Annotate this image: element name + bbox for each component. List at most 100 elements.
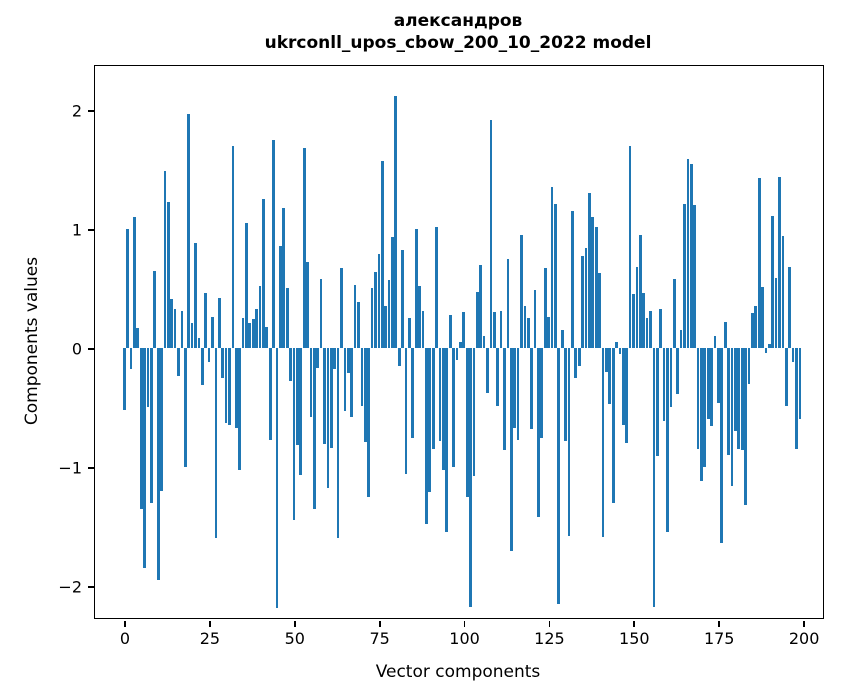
bar-component-171 [703,347,707,467]
bar-component-11 [160,347,163,491]
x-axis-label: Vector components [375,662,541,682]
bar-component-48 [285,288,289,348]
bar-component-63 [336,347,340,539]
bar-component-44 [272,139,275,348]
bar-component-67 [350,347,354,417]
bar-component-14 [170,299,174,348]
bar-component-191 [771,215,775,348]
chart-title-line2: ukrconll_upos_cbow_200_10_2022 model [264,33,652,53]
bar-component-188 [761,287,764,348]
bar-component-99 [459,342,462,348]
x-tick-label: 0 [119,628,131,648]
y-tick-label: −1 [58,458,82,478]
bar-component-17 [180,311,184,348]
bar-component-58 [319,278,323,348]
bar-component-41 [262,199,265,348]
bar-component-9 [153,270,157,348]
x-tick-mark [463,620,466,627]
bar-component-16 [177,347,180,377]
bar-component-128 [557,347,561,604]
x-tick-label: 150 [619,628,650,648]
bar-component-142 [605,347,608,372]
bar-component-70 [360,347,364,407]
bar-component-10 [156,347,160,580]
bar-component-89 [425,347,428,524]
bar-component-151 [635,267,639,348]
bar-component-140 [598,273,601,348]
bar-component-81 [397,347,401,366]
bar-component-78 [387,280,391,348]
bar-component-146 [618,347,622,354]
bar-component-37 [248,322,252,348]
bar-component-30 [224,347,228,423]
bar-component-33 [234,347,238,428]
bar-component-168 [693,205,696,348]
x-tick-mark [718,620,721,627]
bar-component-109 [492,312,496,348]
bar-component-54 [306,262,309,348]
bar-component-40 [258,286,262,348]
bar-component-82 [401,250,404,348]
bar-component-65 [343,347,347,411]
bar-component-18 [183,347,187,467]
bar-component-116 [516,347,520,440]
bar-component-34 [238,347,241,471]
bar-component-3 [133,217,136,348]
bar-component-131 [567,347,571,536]
bar-component-138 [591,217,595,348]
bar-component-88 [421,311,425,348]
bar-component-2 [129,347,133,370]
bar-component-5 [139,347,143,509]
bar-component-74 [374,271,377,348]
bar-component-106 [482,336,486,348]
bar-component-23 [200,347,204,385]
x-tick-mark [208,620,211,627]
bar-component-96 [448,314,452,348]
bar-component-170 [700,347,703,482]
bar-component-61 [329,347,333,448]
y-tick-label: 0 [71,339,82,359]
bar-component-104 [475,292,479,348]
bar-component-83 [404,347,408,475]
bar-component-64 [340,268,343,348]
y-tick-label: 2 [71,101,82,121]
bar-component-136 [584,248,588,348]
y-tick-mark [88,228,94,231]
bar-component-22 [197,338,201,348]
bar-component-102 [469,347,472,608]
bar-component-195 [784,347,788,407]
x-tick-mark [548,620,551,627]
bar-component-13 [166,201,170,348]
bar-component-85 [411,347,415,439]
bar-component-160 [666,347,669,533]
bar-component-167 [689,163,693,348]
bar-component-15 [173,308,177,348]
bar-component-122 [537,347,540,517]
bar-component-39 [255,308,258,348]
bar-component-29 [221,347,225,378]
bar-component-129 [560,330,564,348]
bar-component-172 [706,347,710,420]
y-tick-mark [88,347,94,350]
bar-component-133 [574,347,578,378]
plot-area [94,65,824,619]
bar-component-148 [625,347,629,444]
bar-component-50 [292,347,296,521]
bar-component-157 [655,347,659,457]
x-tick-label: 175 [703,628,735,648]
bar-component-158 [659,308,663,348]
bar-component-165 [683,204,686,348]
bar-component-111 [499,311,503,348]
bar-component-108 [489,119,493,348]
bar-component-117 [520,234,523,348]
bar-component-120 [530,347,534,429]
bar-component-100 [462,312,466,348]
bar-component-69 [357,301,360,348]
bar-component-4 [136,327,140,348]
chart-title-line1: александров [393,11,523,31]
bar-component-84 [408,318,411,348]
x-tick-mark [803,620,805,627]
bar-component-42 [265,326,269,348]
bar-component-144 [611,347,615,503]
